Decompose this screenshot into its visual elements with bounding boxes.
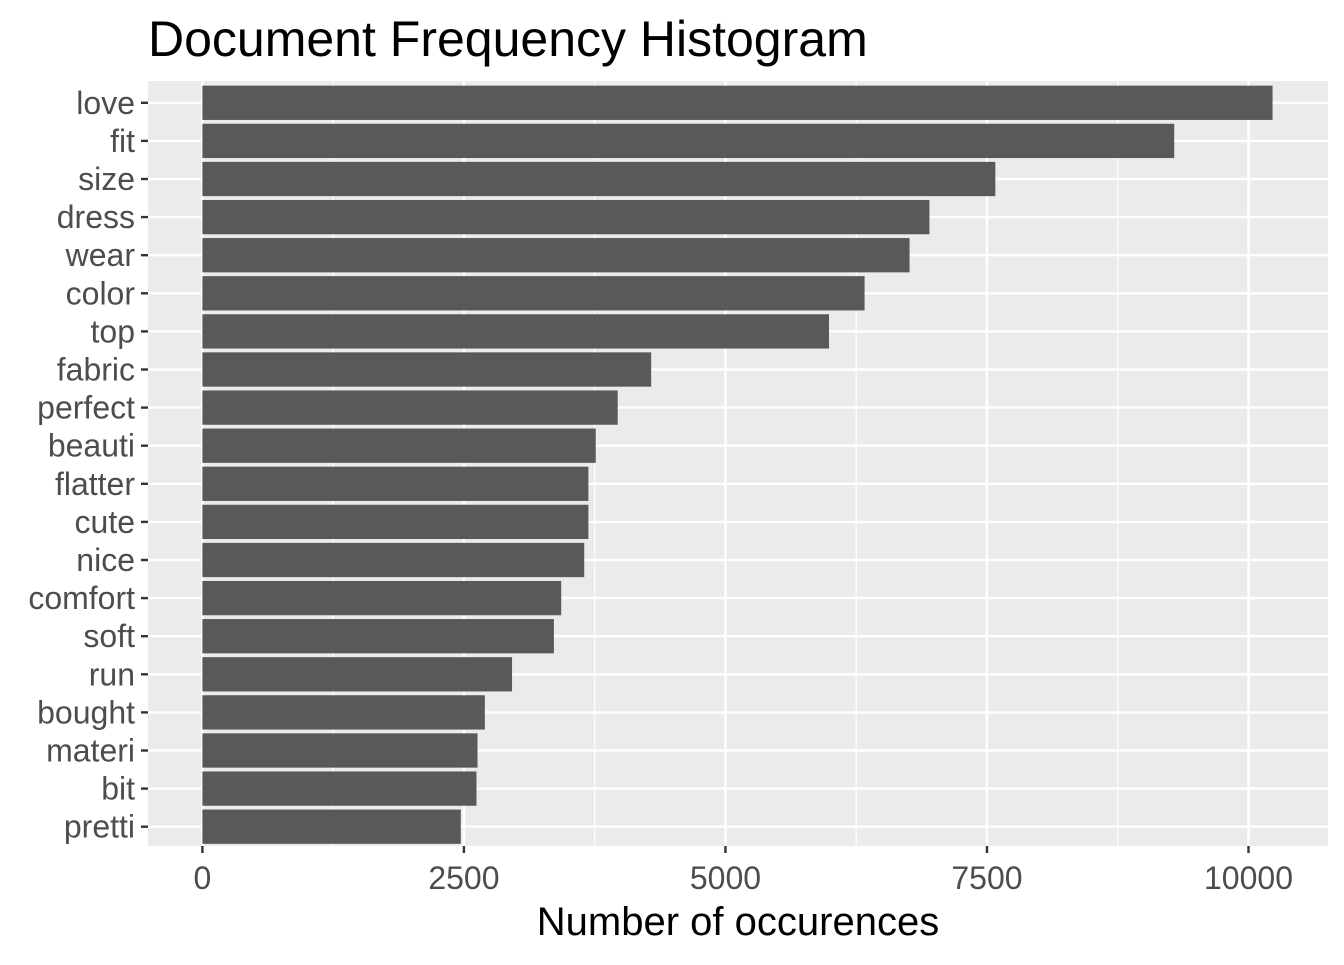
y-tick-label-top: top [91, 313, 135, 349]
y-tick-label-size: size [78, 161, 135, 197]
y-tick-label-nice: nice [76, 542, 135, 578]
chart-title: Document Frequency Histogram [148, 11, 868, 67]
x-tick-label: 10000 [1204, 860, 1293, 896]
bar-perfect [202, 390, 618, 425]
y-axis: lovefitsizedresswearcolortopfabricperfec… [28, 85, 148, 845]
y-tick-label-bit: bit [101, 771, 135, 807]
y-tick-label-cute: cute [75, 504, 135, 540]
x-axis: 0 2500 5000 7500 10000 [193, 846, 1293, 896]
bar-dress [202, 199, 930, 235]
y-tick-label-wear: wear [65, 237, 136, 273]
bar-wear [202, 238, 910, 273]
bars-group [202, 85, 1273, 844]
y-tick-label-fit: fit [110, 123, 135, 159]
y-tick-label-beauti: beauti [48, 428, 135, 464]
x-tick-label: 5000 [690, 860, 761, 896]
y-tick-label-bought: bought [37, 694, 135, 730]
x-tick-label: 0 [193, 860, 211, 896]
x-tick-label: 2500 [428, 860, 499, 896]
bar-flatter [202, 466, 589, 501]
bar-bit [202, 771, 477, 806]
y-tick-label-soft: soft [83, 618, 135, 654]
bar-color [202, 276, 865, 311]
x-axis-title: Number of occurences [537, 900, 939, 944]
y-tick-label-dress: dress [57, 199, 135, 235]
y-tick-label-comfort: comfort [28, 580, 135, 616]
y-tick-label-color: color [66, 275, 136, 311]
y-tick-label-fabric: fabric [57, 352, 135, 388]
y-tick-label-materi: materi [46, 733, 135, 769]
bar-cute [202, 504, 589, 540]
x-tick-label: 7500 [951, 860, 1022, 896]
bar-love [202, 85, 1273, 120]
y-tick-label-flatter: flatter [55, 466, 135, 502]
bar-size [202, 161, 996, 197]
y-tick-label-perfect: perfect [37, 390, 135, 426]
y-tick-label-love: love [76, 85, 135, 121]
bar-nice [202, 542, 585, 578]
bar-beauti [202, 428, 596, 463]
bar-materi [202, 733, 478, 768]
bar-top [202, 314, 830, 349]
bar-fabric [202, 352, 652, 387]
bar-soft [202, 619, 554, 654]
bar-bought [202, 695, 485, 730]
y-tick-label-run: run [89, 656, 135, 692]
bar-fit [202, 123, 1175, 159]
bar-comfort [202, 580, 562, 616]
bar-pretti [202, 809, 461, 844]
y-tick-label-pretti: pretti [64, 809, 135, 845]
bar-run [202, 657, 513, 692]
